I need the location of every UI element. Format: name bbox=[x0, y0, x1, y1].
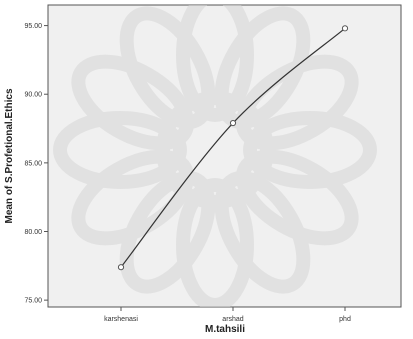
data-point bbox=[341, 25, 349, 32]
y-tick-label: 80.00 bbox=[24, 229, 42, 236]
y-tick-label: 85.00 bbox=[24, 160, 42, 167]
x-tick-label: karshenasi bbox=[104, 316, 138, 323]
background-watermark bbox=[53, 5, 377, 307]
x-tick-label: arshad bbox=[222, 316, 244, 323]
y-tick-label: 95.00 bbox=[24, 23, 42, 30]
x-axis-title: M.tahsili bbox=[205, 324, 245, 335]
data-point bbox=[117, 264, 125, 271]
series-layer bbox=[117, 25, 349, 271]
axes: 75.00 80.00 85.00 90.00 95.00 karshenasi arsha… bbox=[24, 23, 350, 323]
plot-area bbox=[47, 4, 402, 308]
y-tick-label: 90.00 bbox=[24, 92, 42, 99]
x-tick-label: phd bbox=[339, 316, 351, 323]
y-axis-title: Mean of S.Profetional.Ethics bbox=[4, 88, 15, 223]
y-tick-label: 75.00 bbox=[24, 298, 42, 305]
data-point bbox=[229, 119, 237, 127]
